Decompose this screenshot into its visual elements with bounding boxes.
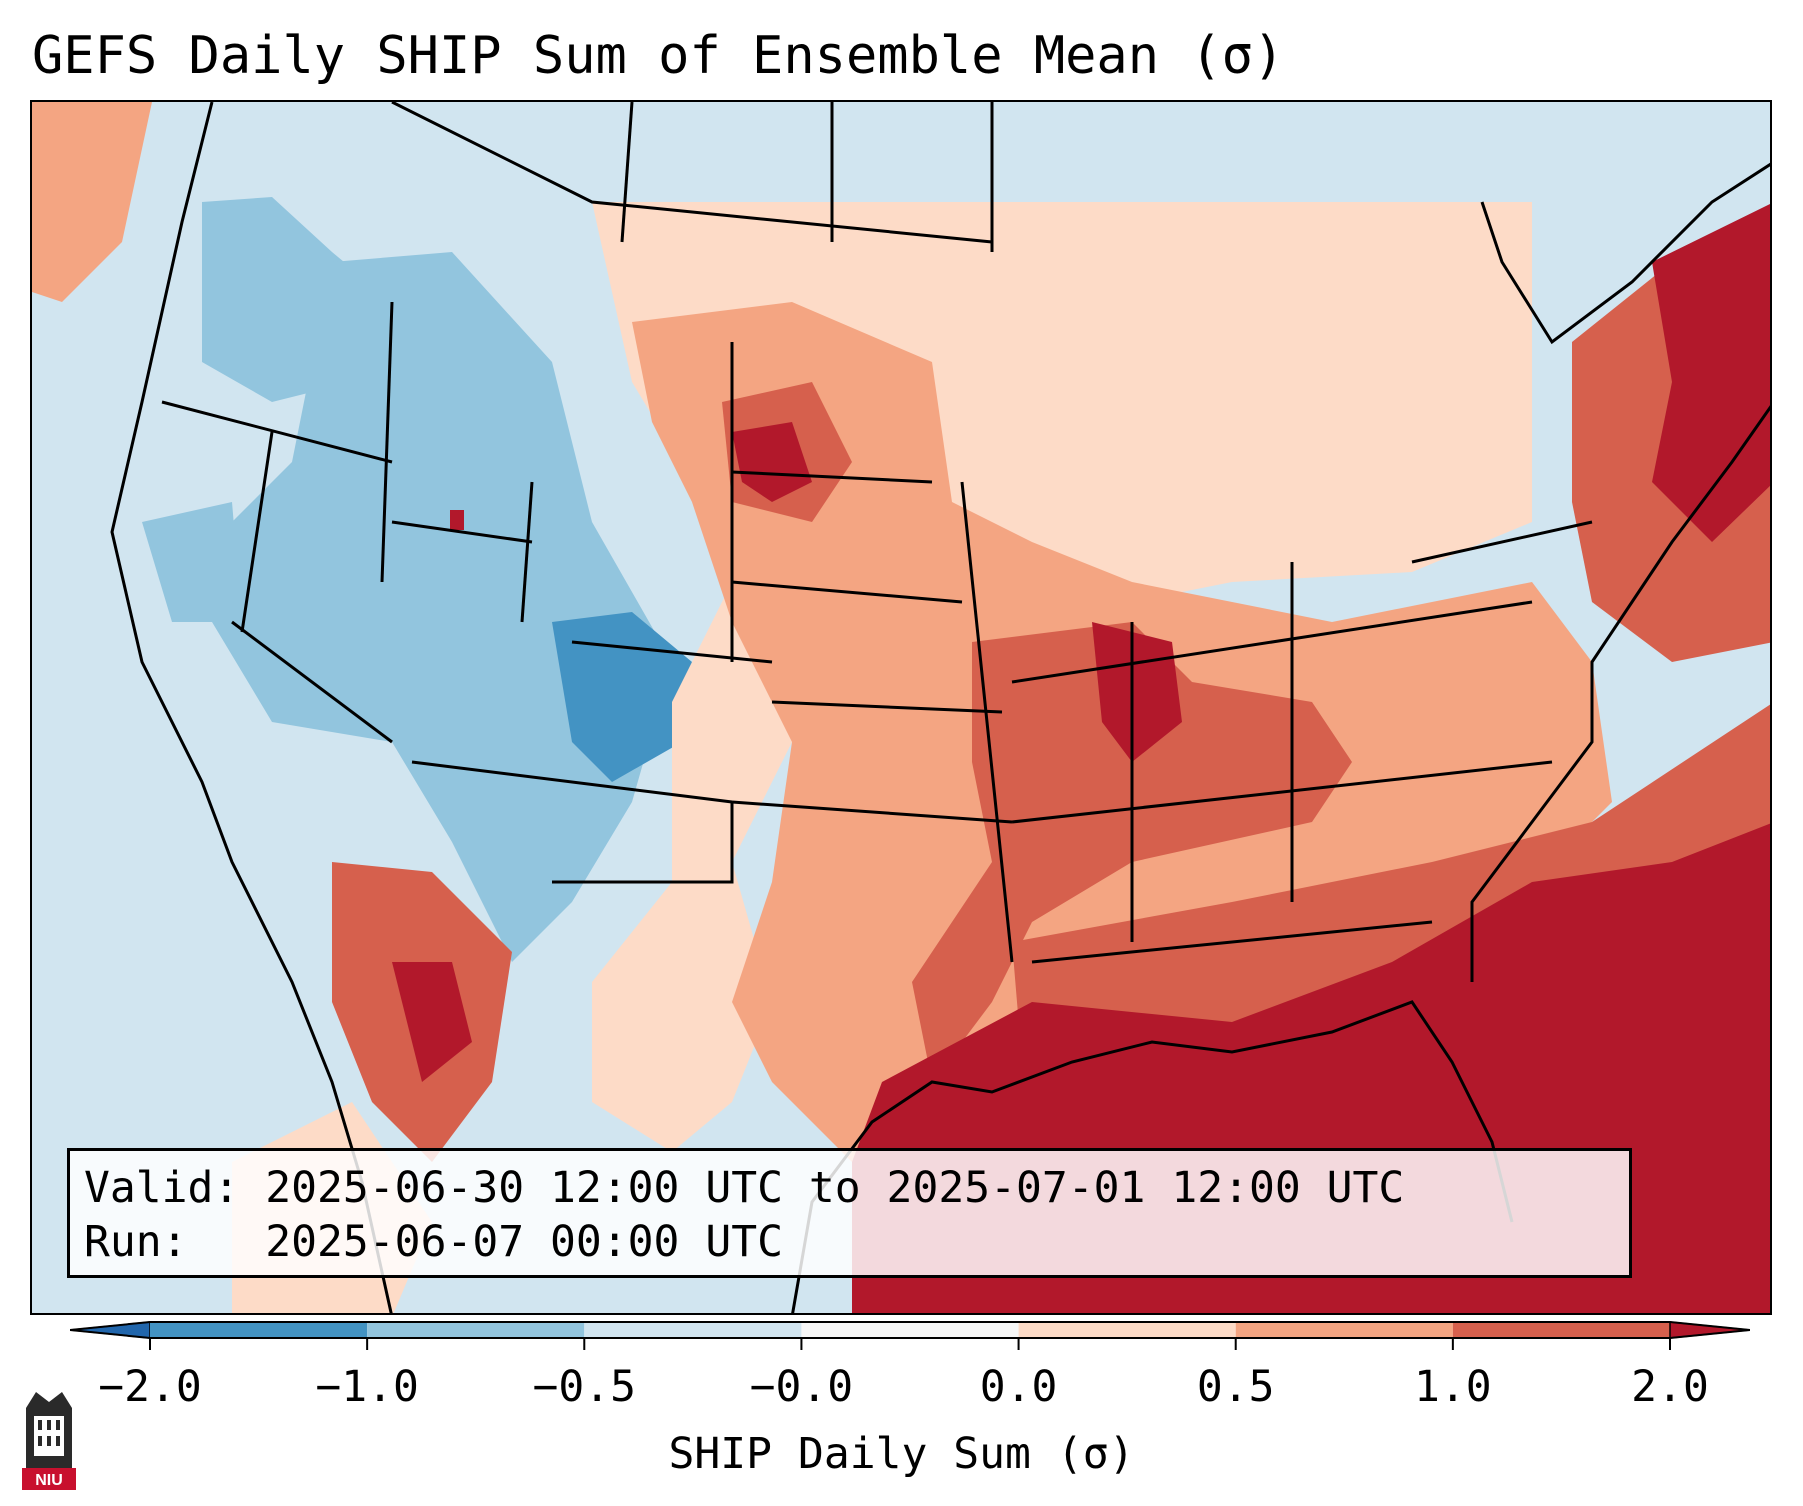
field-region-pacific-nw-edge (32, 102, 152, 302)
colorbar-ticks (149, 1338, 1671, 1350)
colorbar (70, 1321, 1750, 1350)
field-region-north-dakota-core (732, 422, 812, 502)
field-region-colorado (552, 612, 692, 782)
ship-field-map (32, 102, 1770, 1313)
colorbar-tick-label: −0.5 (532, 1362, 637, 1412)
university-tower-icon: NIU (22, 1392, 76, 1490)
field-region-northeast-core (1652, 203, 1770, 542)
colorbar-tick-label: −0.0 (749, 1362, 854, 1412)
colorbar-bin (1018, 1322, 1236, 1338)
colorbar-extend-min (70, 1321, 151, 1339)
colorbar-tick-label: 1.0 (1414, 1362, 1492, 1412)
coastline-canada (1480, 162, 1770, 345)
colorbar-bin (801, 1322, 1019, 1338)
state-borders (161, 102, 1593, 964)
run-time: 2025-06-07 00:00 UTC (265, 1217, 783, 1267)
coastline-west (110, 102, 393, 1313)
logo-text: NIU (35, 1472, 63, 1489)
colorbar-bin (367, 1322, 585, 1338)
colorbar-tick-label: 0.5 (1196, 1362, 1275, 1412)
field-region-nevada-spots (142, 502, 242, 622)
colorbar-bin (1452, 1322, 1670, 1338)
coastline-gulf (791, 1000, 1514, 1313)
run-label: Run: (84, 1217, 188, 1267)
coastline-east (1470, 405, 1770, 982)
colorbar-bin (584, 1322, 802, 1338)
field-region-mexico-core (392, 962, 472, 1082)
field-region-great-basin (212, 252, 672, 962)
field-region-illinois (1092, 622, 1182, 762)
validity-info-box: Valid: 2025-06-30 12:00 UTC to 2025-07-0… (67, 1148, 1632, 1278)
colorbar-bins (70, 1321, 1750, 1339)
colorbar-bin (1235, 1322, 1453, 1338)
valid-range: 2025-06-30 12:00 UTC to 2025-07-01 12:00… (265, 1163, 1405, 1213)
colorbar-tick-label: −2.0 (98, 1362, 202, 1412)
colorbar-extend-max (1669, 1321, 1750, 1339)
colorbar-tick-label: −1.0 (315, 1362, 419, 1412)
valid-label: Valid: (84, 1163, 240, 1213)
chart-title: GEFS Daily SHIP Sum of Ensemble Mean (σ) (32, 26, 1285, 86)
colorbar-bin (150, 1322, 368, 1338)
field-cell-utah (450, 510, 464, 530)
map-frame (30, 100, 1772, 1315)
colorbar-tick-label: 0.0 (979, 1362, 1058, 1412)
colorbar-tick-label: 2.0 (1631, 1362, 1709, 1412)
colorbar-label: SHIP Daily Sum (σ) (668, 1429, 1135, 1479)
